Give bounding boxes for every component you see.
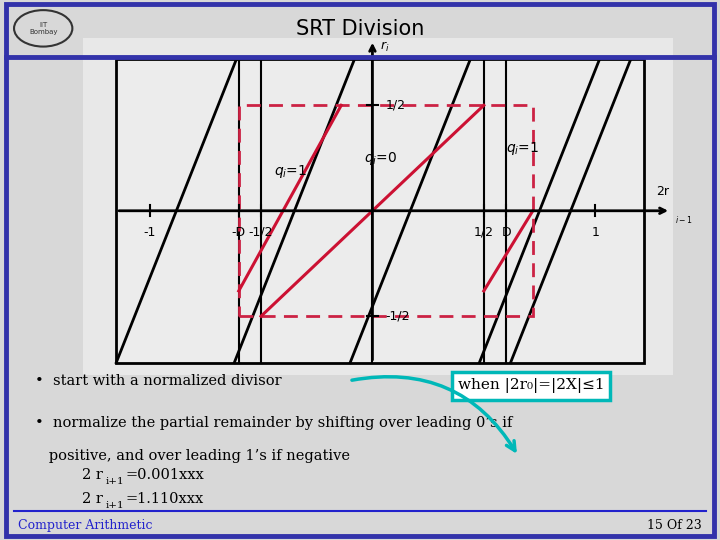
Bar	[116, 59, 644, 363]
Text: -D: -D	[232, 226, 246, 239]
Text: 2 r: 2 r	[82, 492, 103, 506]
Text: -1: -1	[143, 226, 156, 239]
Text: i+1: i+1	[106, 501, 125, 510]
Text: Computer Arithmetic: Computer Arithmetic	[18, 519, 153, 532]
Text: positive, and over leading 1’s if negative: positive, and over leading 1’s if negati…	[35, 449, 351, 463]
Text: -1/2: -1/2	[386, 310, 410, 323]
Text: SRT Division: SRT Division	[296, 19, 424, 39]
Text: -1/2: -1/2	[249, 226, 274, 239]
Text: when |2r₀|=|2X|≤1: when |2r₀|=|2X|≤1	[458, 379, 604, 394]
Text: i+1: i+1	[106, 477, 125, 485]
Text: $q_i$=0: $q_i$=0	[364, 150, 397, 167]
Bar	[116, 59, 644, 363]
Text: 2 r: 2 r	[82, 468, 103, 482]
Text: 1/2: 1/2	[386, 99, 406, 112]
Text: $_{i-1}$: $_{i-1}$	[675, 215, 693, 227]
Text: •  start with a normalized divisor: • start with a normalized divisor	[35, 374, 282, 388]
Text: $q_i$=1: $q_i$=1	[274, 163, 307, 180]
Text: 15 Of 23: 15 Of 23	[647, 519, 702, 532]
Text: 2r: 2r	[656, 185, 669, 198]
Text: =1.110xxx: =1.110xxx	[126, 492, 204, 506]
Text: 1/2: 1/2	[474, 226, 494, 239]
Text: $q_i$=1: $q_i$=1	[506, 140, 539, 157]
Text: =0.001xxx: =0.001xxx	[126, 468, 204, 482]
Text: IIT
Bombay: IIT Bombay	[29, 22, 58, 35]
Text: 1: 1	[591, 226, 599, 239]
Bar	[239, 105, 533, 316]
Text: $r_i$: $r_i$	[380, 40, 390, 54]
Text: •  normalize the partial remainder by shifting over leading 0’s if: • normalize the partial remainder by shi…	[35, 416, 513, 430]
Text: D: D	[501, 226, 511, 239]
